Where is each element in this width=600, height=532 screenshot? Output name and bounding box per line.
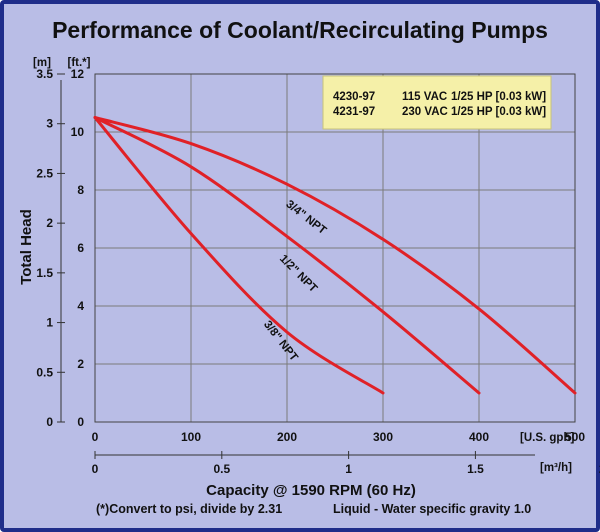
legend-power-2: 1/25 HP [0.03 kW]	[451, 106, 546, 118]
y-unit-feet: [ft.*]	[68, 57, 91, 69]
x-tick-m3h-4: 2	[599, 462, 600, 476]
y-tick-ft-5: 10	[71, 125, 85, 139]
x-tick-m3h-1: 0.5	[213, 462, 230, 476]
legend-power-1: 1/25 HP [0.03 kW]	[451, 91, 546, 103]
y-ticks-meters: 0 0.5 1 1.5 2 2.5 3 3.5	[36, 67, 65, 429]
y-tick-m-2: 1	[46, 316, 53, 330]
chart-title: Performance of Coolant/Recirculating Pum…	[52, 17, 548, 43]
y-ticks-feet: 0 2 4 6 8 10 12	[71, 67, 85, 429]
x-tick-m3h-0: 0	[92, 462, 99, 476]
plot-area	[94, 73, 576, 423]
curve-series-0	[93, 116, 577, 395]
legend-voltage-1: 115 VAC	[402, 91, 447, 103]
y-tick-ft-6: 12	[71, 67, 85, 81]
x-tick-gph-3: 300	[373, 430, 393, 444]
y-tick-m-3: 1.5	[36, 266, 53, 280]
curve-label-1: 1/2" NPT	[277, 253, 319, 295]
x-axis-title: Capacity @ 1590 RPM (60 Hz)	[206, 482, 416, 499]
y-tick-m-5: 2.5	[36, 166, 53, 180]
footnote-convert: (*)Convert to psi, divide by 2.31	[96, 502, 282, 516]
y-tick-ft-1: 2	[77, 357, 84, 371]
x-tick-gph-4: 400	[469, 430, 489, 444]
legend-model-1: 4230-97	[333, 91, 375, 103]
y-tick-ft-3: 6	[77, 241, 84, 255]
curves	[93, 116, 577, 395]
y-tick-ft-4: 8	[77, 183, 84, 197]
x-tick-gph-5: 500	[565, 430, 585, 444]
legend-box: 4230-97 115 VAC 1/25 HP [0.03 kW] 4231-9…	[322, 75, 552, 130]
x-tick-gph-0: 0	[92, 430, 99, 444]
x-unit-m3h: [m³/h]	[540, 462, 572, 474]
x-tick-gph-2: 200	[277, 430, 297, 444]
legend-voltage-2: 230 VAC	[402, 106, 448, 118]
y-tick-m-1: 0.5	[36, 365, 53, 379]
x-tick-gph-1: 100	[181, 430, 201, 444]
curve-series-2	[93, 116, 385, 395]
x-tick-m3h-2: 1	[345, 462, 352, 476]
y-tick-m-6: 3	[46, 117, 53, 131]
y-unit-meters: [m]	[33, 57, 51, 69]
y-tick-ft-2: 4	[77, 299, 84, 313]
y-tick-m-4: 2	[46, 216, 53, 230]
x-ticks-gph: 0 100 200 300 400 500	[92, 430, 586, 444]
footnote-liquid: Liquid - Water specific gravity 1.0	[333, 502, 531, 516]
y-axis-title: Total Head	[18, 209, 35, 285]
y-tick-m-0: 0	[46, 415, 53, 429]
x-tick-m3h-3: 1.5	[467, 462, 484, 476]
y-tick-m-7: 3.5	[36, 67, 53, 81]
x-unit-gph: [U.S. gph]	[520, 432, 574, 444]
curve-series-1	[93, 116, 481, 395]
x-ticks-m3h: 0 0.5 1 1.5 2	[92, 451, 600, 476]
legend-model-2: 4231-97	[333, 106, 375, 118]
y-tick-ft-0: 0	[77, 415, 84, 429]
